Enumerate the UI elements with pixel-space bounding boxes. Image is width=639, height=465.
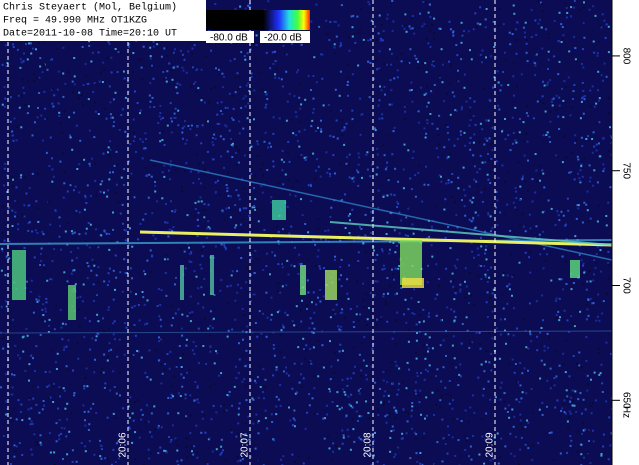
chart: Chris Steyaert (Mol, Belgium) Freq = 49.… xyxy=(0,0,639,465)
y-tick-label: 650 xyxy=(620,392,631,409)
annotation: Freq = 49.990 MHz OT1KZG xyxy=(3,16,147,27)
colorbar-label: -20.0 dB xyxy=(264,33,302,44)
time-label: 20:06 xyxy=(118,432,129,457)
annotation: Date=2011-10-08 Time=20:10 UT xyxy=(3,28,177,40)
time-label: 20:09 xyxy=(485,432,496,457)
y-tick-label: 800 xyxy=(620,48,631,65)
colorbar xyxy=(206,10,310,30)
colorbar-label: -80.0 dB xyxy=(210,33,248,44)
y-tick-label: 750 xyxy=(620,162,631,179)
annotation: Chris Steyaert (Mol, Belgium) xyxy=(3,2,177,14)
time-label: 20:07 xyxy=(240,432,251,457)
time-label: 20:08 xyxy=(363,432,374,457)
y-tick-label: 700 xyxy=(620,277,631,294)
plot-background xyxy=(0,0,612,465)
